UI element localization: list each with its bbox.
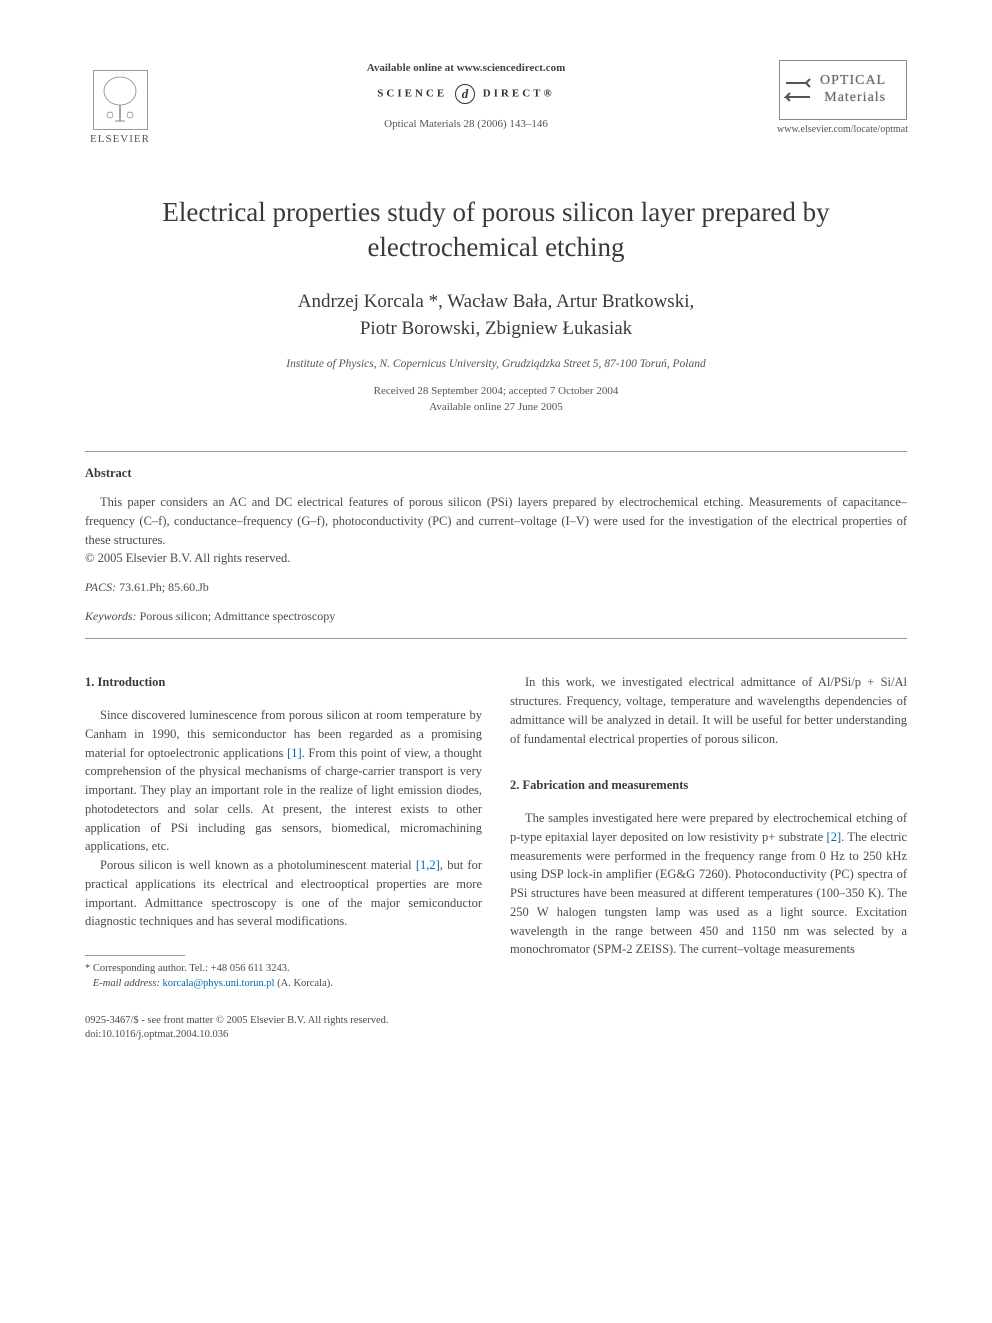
email-link[interactable]: korcala@phys.uni.torun.pl: [162, 978, 274, 989]
pacs-line: PACS: 73.61.Ph; 85.60.Jb: [85, 580, 907, 595]
citation-1[interactable]: [1]: [287, 746, 302, 760]
publisher-logo: ELSEVIER: [85, 60, 155, 145]
sd-right: DIRECT®: [483, 88, 555, 100]
optical-arrow-icon: [784, 75, 814, 105]
column-right: In this work, we investigated electrical…: [510, 673, 907, 991]
abstract-section: Abstract This paper considers an AC and …: [85, 466, 907, 566]
article-title: Electrical properties study of porous si…: [125, 195, 867, 265]
abstract-copyright: © 2005 Elsevier B.V. All rights reserved…: [85, 551, 907, 566]
pacs-label: PACS:: [85, 580, 116, 594]
intro-p2-a: Porous silicon is well known as a photol…: [100, 858, 416, 872]
sciencedirect-logo: SCIENCE d DIRECT®: [155, 84, 777, 104]
footer-block: 0925-3467/$ - see front matter © 2005 El…: [85, 1014, 907, 1043]
center-header: Available online at www.sciencedirect.co…: [155, 60, 777, 130]
authors-line2: Piotr Borowski, Zbigniew Łukasiak: [360, 318, 632, 339]
journal-logo-box: OPTICAL Materials: [779, 60, 907, 120]
available-date: Available online 27 June 2005: [429, 401, 563, 413]
intro-p1-b: . From this point of view, a thought com…: [85, 746, 482, 854]
affiliation: Institute of Physics, N. Copernicus Univ…: [85, 358, 907, 370]
available-online-text: Available online at www.sciencedirect.co…: [155, 62, 777, 74]
journal-reference: Optical Materials 28 (2006) 143–146: [155, 118, 777, 130]
fab-para-1: The samples investigated here were prepa…: [510, 809, 907, 959]
footnote-divider: [85, 955, 185, 956]
intro-heading: 1. Introduction: [85, 673, 482, 692]
email-line: E-mail address: korcala@phys.uni.torun.p…: [85, 977, 482, 992]
journal-logo-line1: OPTICAL: [820, 73, 886, 90]
authors: Andrzej Korcala *, Wacław Bała, Artur Br…: [85, 289, 907, 342]
corresponding-author: * Corresponding author. Tel.: +48 056 61…: [85, 962, 482, 977]
authors-line1: Andrzej Korcala *, Wacław Bała, Artur Br…: [298, 291, 694, 312]
citation-2[interactable]: [2]: [827, 830, 842, 844]
footer-line1: 0925-3467/$ - see front matter © 2005 El…: [85, 1014, 907, 1029]
footnote-block: * Corresponding author. Tel.: +48 056 61…: [85, 962, 482, 991]
keywords-value: Porous silicon; Admittance spectroscopy: [137, 609, 336, 623]
elsevier-tree-icon: [93, 70, 148, 130]
article-dates: Received 28 September 2004; accepted 7 O…: [85, 384, 907, 415]
journal-logo-line2: Materials: [820, 90, 886, 107]
email-label: E-mail address:: [93, 978, 160, 989]
body-columns: 1. Introduction Since discovered lumines…: [85, 673, 907, 991]
divider-top: [85, 451, 907, 452]
journal-logo-block: OPTICAL Materials www.elsevier.com/locat…: [777, 60, 907, 135]
col2-para-1: In this work, we investigated electrical…: [510, 673, 907, 748]
journal-url: www.elsevier.com/locate/optmat: [777, 124, 907, 135]
fab-p1-b: . The electric measurements were perform…: [510, 830, 907, 957]
divider-bottom: [85, 638, 907, 639]
abstract-text: This paper considers an AC and DC electr…: [85, 493, 907, 549]
header-row: ELSEVIER Available online at www.science…: [85, 60, 907, 145]
sd-at-icon: d: [455, 84, 475, 104]
footer-line2: doi:10.1016/j.optmat.2004.10.036: [85, 1028, 907, 1043]
abstract-heading: Abstract: [85, 466, 907, 481]
intro-para-2: Porous silicon is well known as a photol…: [85, 856, 482, 931]
sd-left: SCIENCE: [377, 88, 447, 100]
citation-1-2[interactable]: [1,2]: [416, 858, 440, 872]
column-left: 1. Introduction Since discovered lumines…: [85, 673, 482, 991]
intro-para-1: Since discovered luminescence from porou…: [85, 706, 482, 856]
received-date: Received 28 September 2004; accepted 7 O…: [374, 385, 619, 397]
keywords-label: Keywords:: [85, 609, 137, 623]
pacs-value: 73.61.Ph; 85.60.Jb: [116, 580, 209, 594]
keywords-line: Keywords: Porous silicon; Admittance spe…: [85, 609, 907, 624]
fabrication-heading: 2. Fabrication and measurements: [510, 776, 907, 795]
email-author: (A. Korcala).: [275, 978, 333, 989]
publisher-name: ELSEVIER: [90, 133, 150, 145]
journal-logo-text: OPTICAL Materials: [820, 73, 886, 107]
